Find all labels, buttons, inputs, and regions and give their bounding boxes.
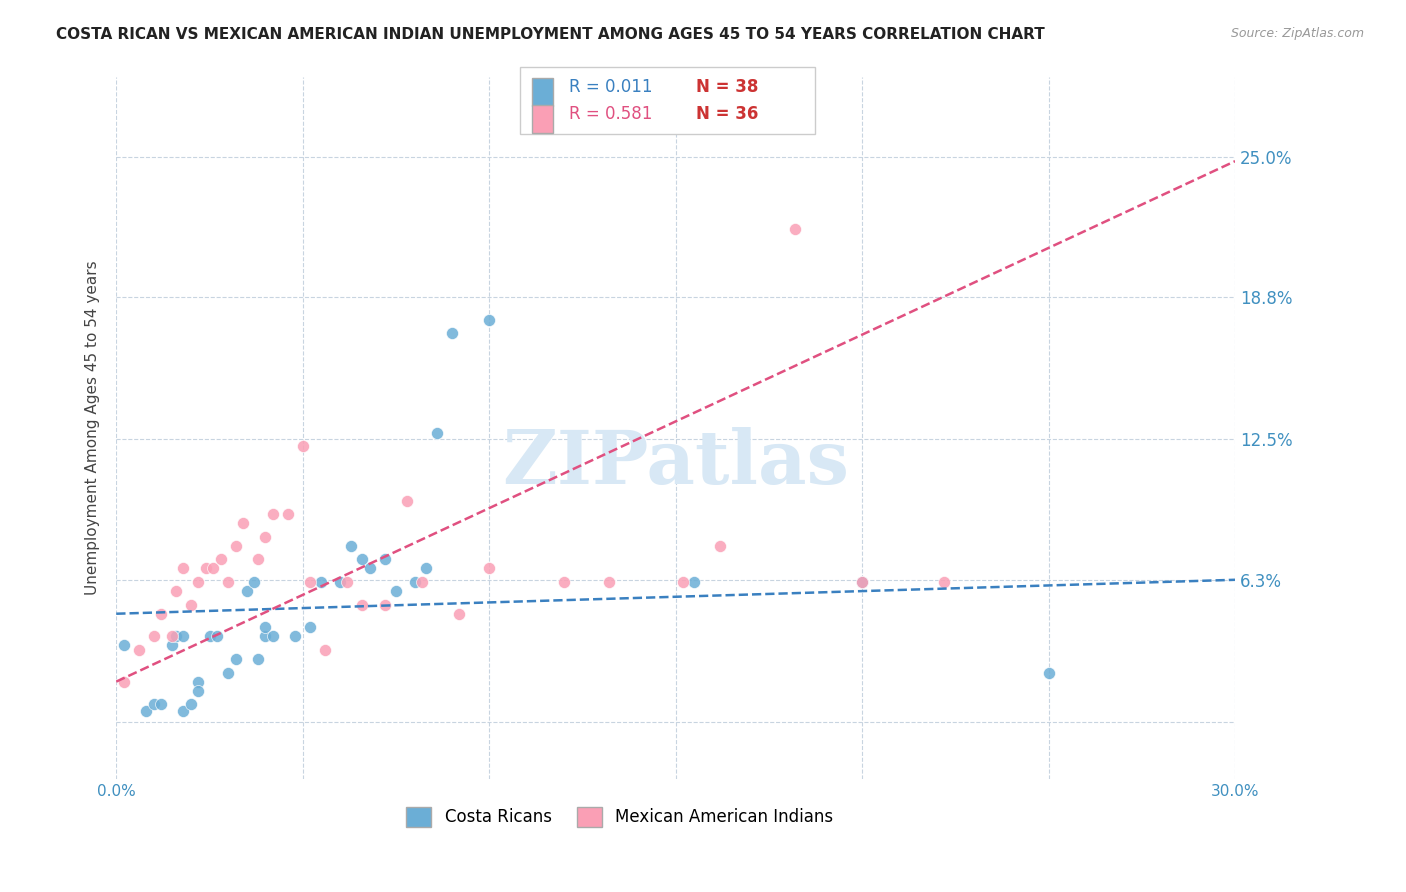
Point xyxy=(150,698,173,712)
Point xyxy=(411,575,433,590)
Point xyxy=(254,620,277,634)
Point xyxy=(150,607,173,621)
Point xyxy=(404,575,426,590)
Point xyxy=(225,652,247,666)
Point xyxy=(352,598,374,612)
Text: N = 38: N = 38 xyxy=(696,78,758,96)
Point xyxy=(449,607,471,621)
Point xyxy=(142,629,165,643)
Point xyxy=(262,629,284,643)
Point xyxy=(202,561,225,575)
Point xyxy=(329,575,352,590)
Point xyxy=(374,598,396,612)
Text: N = 36: N = 36 xyxy=(696,105,758,123)
Point xyxy=(172,704,194,718)
Text: ZIPatlas: ZIPatlas xyxy=(502,426,849,500)
Point xyxy=(165,629,187,643)
Legend: Costa Ricans, Mexican American Indians: Costa Ricans, Mexican American Indians xyxy=(399,800,839,834)
Point xyxy=(225,539,247,553)
Point xyxy=(160,639,183,653)
Point xyxy=(709,539,731,553)
Point xyxy=(254,629,277,643)
Point xyxy=(336,575,359,590)
Point xyxy=(246,552,269,566)
Point xyxy=(299,575,322,590)
Point xyxy=(284,629,307,643)
Point xyxy=(851,575,873,590)
Point xyxy=(243,575,266,590)
Point xyxy=(246,652,269,666)
Point xyxy=(396,493,419,508)
Point xyxy=(352,552,374,566)
Point xyxy=(1038,665,1060,680)
Point xyxy=(217,575,239,590)
Point xyxy=(374,552,396,566)
Point xyxy=(160,629,183,643)
Point xyxy=(359,561,381,575)
Point xyxy=(172,629,194,643)
Point xyxy=(209,552,232,566)
Point xyxy=(340,539,363,553)
Point xyxy=(934,575,956,590)
Text: R = 0.011: R = 0.011 xyxy=(569,78,652,96)
Point xyxy=(385,584,408,599)
Text: R = 0.581: R = 0.581 xyxy=(569,105,652,123)
Point xyxy=(142,698,165,712)
Point xyxy=(426,425,449,440)
Point xyxy=(299,620,322,634)
Point xyxy=(851,575,873,590)
Y-axis label: Unemployment Among Ages 45 to 54 years: Unemployment Among Ages 45 to 54 years xyxy=(86,260,100,596)
Point xyxy=(187,683,209,698)
Point xyxy=(254,530,277,544)
Point xyxy=(415,561,437,575)
Point xyxy=(187,575,209,590)
Point xyxy=(232,516,254,531)
Point xyxy=(180,598,202,612)
Point xyxy=(440,326,463,340)
Point xyxy=(205,629,228,643)
Point xyxy=(311,575,333,590)
Point xyxy=(262,507,284,521)
Point xyxy=(135,704,157,718)
Point xyxy=(194,561,217,575)
Point xyxy=(783,222,806,236)
Point xyxy=(112,674,135,689)
Point xyxy=(277,507,299,521)
Point xyxy=(112,639,135,653)
Point xyxy=(187,674,209,689)
Point xyxy=(478,561,501,575)
Text: Source: ZipAtlas.com: Source: ZipAtlas.com xyxy=(1230,27,1364,40)
Point xyxy=(291,439,314,453)
Point xyxy=(128,643,150,657)
Point xyxy=(172,561,194,575)
Point xyxy=(165,584,187,599)
Point xyxy=(478,312,501,326)
Point xyxy=(683,575,706,590)
Text: COSTA RICAN VS MEXICAN AMERICAN INDIAN UNEMPLOYMENT AMONG AGES 45 TO 54 YEARS CO: COSTA RICAN VS MEXICAN AMERICAN INDIAN U… xyxy=(56,27,1045,42)
Point xyxy=(236,584,259,599)
Point xyxy=(217,665,239,680)
Point xyxy=(672,575,695,590)
Point xyxy=(180,698,202,712)
Point xyxy=(314,643,336,657)
Point xyxy=(598,575,620,590)
Point xyxy=(553,575,575,590)
Point xyxy=(198,629,221,643)
